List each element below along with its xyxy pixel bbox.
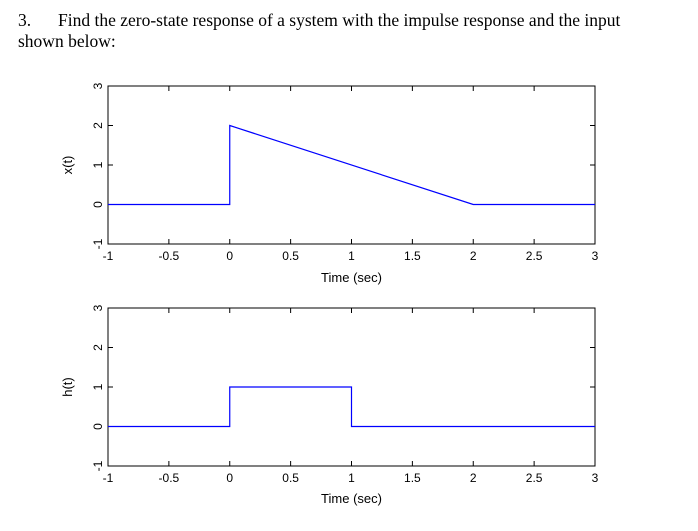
- x-tick-label: -1: [103, 471, 114, 485]
- x-tick-label: 2: [470, 471, 477, 485]
- y-axis-label: x(t): [60, 156, 75, 175]
- x-tick-label: 0.5: [282, 471, 299, 485]
- x-tick-label: -0.5: [159, 249, 180, 263]
- y-tick-label: 1: [91, 161, 105, 168]
- series-line: [108, 386, 595, 428]
- x-tick-label: -1: [103, 249, 114, 263]
- y-tick-label: 0: [91, 201, 105, 208]
- x-tick-label: 0: [226, 249, 233, 263]
- h-of-t-plot: -1 -0.5 0 0.5 1 1.5 2 2.5 3 -1 0 1 2 3 Time (sec) h(t): [60, 304, 599, 506]
- x-of-t-plot: -1 -0.5 0 0.5 1 1.5 2 2.5 3 -1 0 1 2 3 Time (sec) x(t): [60, 82, 599, 285]
- series-line: [108, 124, 595, 206]
- x-tick-label: -0.5: [159, 471, 180, 485]
- x-tick-label: 0.5: [282, 249, 299, 263]
- problem-number: 3.: [18, 10, 32, 30]
- x-tick-label: 1: [348, 471, 355, 485]
- y-tick-label: -1: [91, 460, 105, 471]
- x-tick-label: 3: [592, 249, 599, 263]
- x-tick-label: 1.5: [404, 249, 421, 263]
- y-tick-label: 3: [91, 82, 105, 89]
- problem-text-line2: shown below:: [18, 31, 116, 51]
- x-tick-label: 2.5: [526, 249, 543, 263]
- y-tick-label: 3: [91, 304, 105, 311]
- problem-statement: 3. Find the zero-state response of a syst…: [18, 10, 678, 52]
- y-axis-label: h(t): [60, 377, 75, 397]
- y-tick-label: 1: [91, 383, 105, 390]
- x-axis-label: Time (sec): [321, 491, 382, 506]
- x-tick-label: 3: [592, 471, 599, 485]
- y-tick-label: 0: [91, 423, 105, 430]
- x-tick-label: 2: [470, 249, 477, 263]
- x-tick-label: 1.5: [404, 471, 421, 485]
- x-tick-label: 1: [348, 249, 355, 263]
- y-tick-label: -1: [91, 238, 105, 249]
- y-tick-label: 2: [91, 122, 105, 129]
- y-tick-label: 2: [91, 344, 105, 351]
- x-tick-label: 2.5: [526, 471, 543, 485]
- x-axis-label: Time (sec): [321, 270, 382, 285]
- problem-text-line1: Find the zero-state response of a system…: [58, 10, 621, 30]
- x-tick-label: 0: [226, 471, 233, 485]
